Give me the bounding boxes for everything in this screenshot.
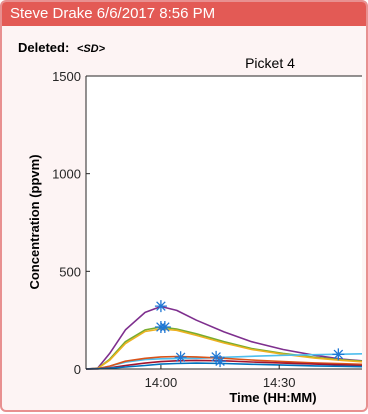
deleted-value: <SD> xyxy=(76,43,106,55)
y-axis-label: Concentration (ppvm) xyxy=(27,154,42,289)
deleted-label: Deleted: xyxy=(18,40,70,55)
data-marker-1 xyxy=(154,300,167,313)
y-tick-label-1000: 1000 xyxy=(52,167,81,182)
y-tick-label-1500: 1500 xyxy=(52,69,81,84)
x-tick-label-1400: 14:00 xyxy=(145,375,178,390)
x-axis-label: Time (HH:MM) xyxy=(229,390,316,405)
plot-layer: 0 500 1000 1500 14:00 14:30 xyxy=(52,69,363,390)
data-marker-4 xyxy=(174,351,187,364)
chart: 0 500 1000 1500 14:00 14:30 Picket 4 Concentr… xyxy=(27,55,363,405)
data-marker-3 xyxy=(158,321,171,334)
x-tick-label-1430: 14:30 xyxy=(263,375,296,390)
chart-title: Picket 4 xyxy=(245,55,295,71)
data-marker-7 xyxy=(332,348,345,361)
series-line-3 xyxy=(85,328,363,370)
data-marker-6 xyxy=(214,355,227,368)
y-tick-label-0: 0 xyxy=(74,362,81,377)
deleted-line: Deleted: <SD> xyxy=(18,40,105,55)
plot-area xyxy=(86,76,362,369)
y-tick-label-500: 500 xyxy=(59,264,81,279)
series-line-7 xyxy=(85,362,363,370)
card-header: Steve Drake 6/6/2017 8:56 PM xyxy=(2,2,366,26)
